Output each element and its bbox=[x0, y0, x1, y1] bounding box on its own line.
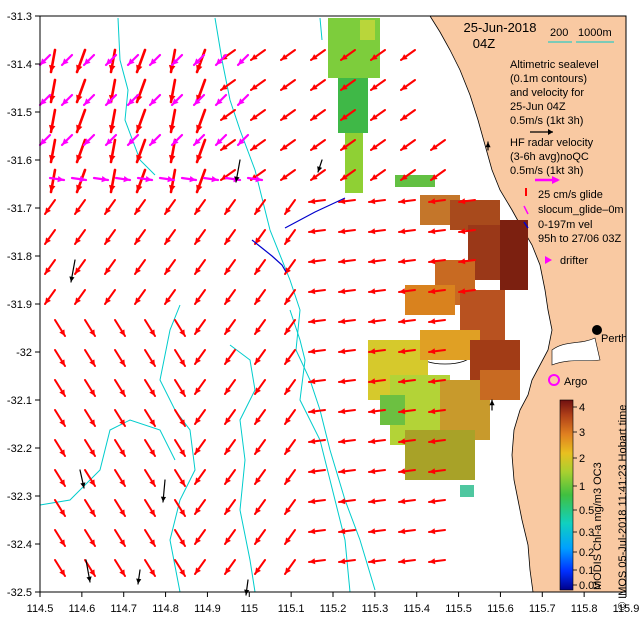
y-tick-label: -31.7 bbox=[7, 203, 32, 215]
x-tick-label: 115.1 bbox=[278, 603, 305, 615]
x-tick-label: 115.6 bbox=[487, 603, 514, 615]
y-tick-label: -32.1 bbox=[7, 395, 32, 407]
colorbar-title: MODIS Chl-a mg/m3 OC3 bbox=[592, 462, 604, 590]
chlorophyll-patches bbox=[328, 18, 528, 497]
x-tick-label: 114.6 bbox=[68, 603, 95, 615]
x-tick-label: 115.7 bbox=[529, 603, 556, 615]
svg-text:and velocity for: and velocity for bbox=[510, 87, 584, 99]
x-tick-label: 115.2 bbox=[320, 603, 347, 615]
map-time: 04Z bbox=[473, 36, 495, 51]
colorbar-tick-label: 0.3 bbox=[579, 527, 594, 539]
colorbar-tick-label: 0.1 bbox=[579, 565, 594, 577]
svg-text:0-197m vel: 0-197m vel bbox=[538, 219, 592, 231]
svg-text:HF radar velocity: HF radar velocity bbox=[510, 137, 594, 149]
colorbar-tick-label: 3 bbox=[579, 427, 585, 439]
x-tick-label: 115.4 bbox=[403, 603, 430, 615]
colorbar-tick-label: 1 bbox=[579, 481, 585, 493]
x-tick-label: 115.5 bbox=[445, 603, 472, 615]
svg-text:(3-6h avg)noQC: (3-6h avg)noQC bbox=[510, 151, 589, 163]
svg-text:25 cm/s glide: 25 cm/s glide bbox=[538, 189, 603, 201]
colorbar-tick-label: 0.5 bbox=[579, 505, 594, 517]
y-tick-label: -31.5 bbox=[7, 107, 32, 119]
y-tick-label: -32.4 bbox=[7, 539, 32, 551]
credit-text: © IMOS 05-Jul-2018 11:41:23 Hobart time bbox=[617, 405, 629, 610]
argo-black-vectors bbox=[69, 141, 495, 596]
hf-radar-velocity-vectors bbox=[38, 53, 264, 183]
land-area bbox=[429, 15, 627, 593]
svg-text:95h to 27/06 03Z: 95h to 27/06 03Z bbox=[538, 233, 621, 245]
argo-label: Argo bbox=[564, 376, 587, 388]
y-tick-label: -31.6 bbox=[7, 155, 32, 167]
legend-drifter: drifter bbox=[545, 255, 588, 267]
x-tick-label: 114.9 bbox=[194, 603, 221, 615]
y-tick-label: -31.8 bbox=[7, 251, 32, 263]
y-tick-label: -31.3 bbox=[7, 11, 32, 23]
altimetry-velocity-vectors bbox=[44, 48, 476, 577]
colorbar-tick-label: 4 bbox=[579, 402, 585, 414]
colorbar-ticks: 4 3 2 1 0.5 0.3 0.2 0.1 0.05 bbox=[573, 402, 600, 592]
perth-label: Perth bbox=[601, 333, 627, 345]
svg-text:25-Jun 04Z: 25-Jun 04Z bbox=[510, 101, 566, 113]
argo-marker bbox=[548, 374, 560, 386]
y-tick-label: -32.5 bbox=[7, 587, 32, 599]
y-tick-label: -32 bbox=[16, 347, 32, 359]
river-estuary bbox=[551, 337, 601, 366]
y-tick-label: -32.2 bbox=[7, 443, 32, 455]
svg-text:drifter: drifter bbox=[560, 255, 588, 267]
scale-1000m: 1000m bbox=[578, 27, 612, 39]
y-axis: -31.3 -31.4 -31.5 -31.6 -31.7 -31.8 -31.9 -32 -3… bbox=[7, 11, 40, 599]
glider-track bbox=[251, 197, 346, 273]
y-tick-label: -32.3 bbox=[7, 491, 32, 503]
svg-text:slocum_glide–0m: slocum_glide–0m bbox=[538, 204, 624, 216]
x-tick-label: 115 bbox=[241, 603, 259, 615]
colorbar-tick-label: 0.2 bbox=[579, 547, 594, 559]
legend-glider: 25 cm/s glide slocum_glide–0m 0-197m vel… bbox=[523, 188, 624, 245]
map-date: 25-Jun-2018 bbox=[464, 20, 537, 35]
x-tick-label: 115.9 bbox=[613, 603, 640, 615]
legend-altimetric: Altimetric sealevel (0.1m contours) and … bbox=[510, 59, 599, 135]
x-tick-label: 115.3 bbox=[361, 603, 388, 615]
svg-text:(0.1m contours): (0.1m contours) bbox=[510, 73, 587, 85]
colorbar-tick-label: 2 bbox=[579, 453, 585, 465]
x-axis: 114.5 114.6 114.7 114.8 114.9 115 115.1 115.2 11… bbox=[27, 592, 640, 615]
x-tick-label: 115.8 bbox=[571, 603, 598, 615]
perth-marker bbox=[592, 325, 602, 335]
colorbar-tick-label: 0.05 bbox=[579, 580, 600, 592]
x-tick-label: 114.5 bbox=[27, 603, 54, 615]
scale-200: 200 bbox=[550, 27, 568, 39]
x-tick-label: 114.8 bbox=[152, 603, 179, 615]
legend-hf-radar: HF radar velocity (3-6h avg)noQC 0.5m/s … bbox=[510, 137, 594, 184]
colorbar bbox=[559, 399, 574, 591]
x-tick-label: 114.7 bbox=[110, 603, 137, 615]
svg-text:0.5m/s (1kt 3h): 0.5m/s (1kt 3h) bbox=[510, 165, 583, 177]
y-tick-label: -31.9 bbox=[7, 299, 32, 311]
svg-text:0.5m/s (1kt 3h): 0.5m/s (1kt 3h) bbox=[510, 115, 583, 127]
y-tick-label: -31.4 bbox=[7, 59, 32, 71]
svg-text:Altimetric sealevel: Altimetric sealevel bbox=[510, 59, 599, 71]
